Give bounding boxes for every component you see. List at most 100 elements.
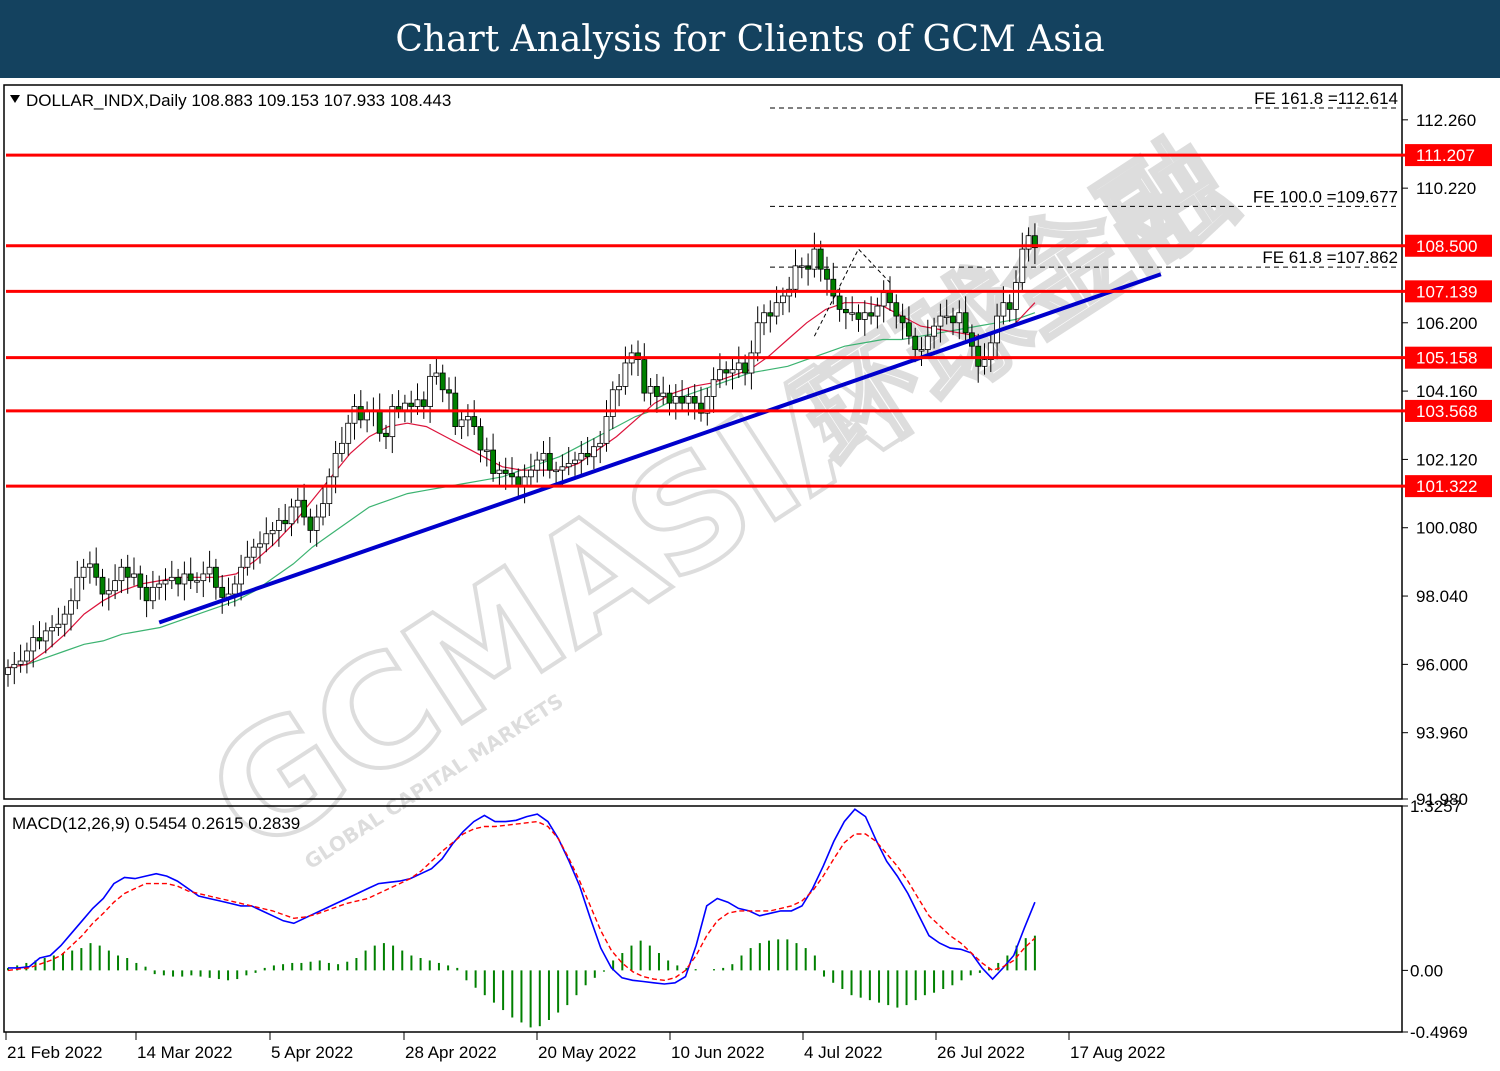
- candle-body: [5, 667, 11, 675]
- candle: [194, 572, 200, 594]
- candle: [672, 384, 679, 420]
- candle-body: [250, 546, 257, 558]
- candle: [61, 605, 68, 637]
- candle-body: [855, 312, 862, 320]
- candle: [156, 575, 163, 600]
- candle-body: [956, 312, 963, 324]
- y-tick-label: 98.040: [1416, 587, 1468, 606]
- candle: [206, 550, 213, 583]
- candle: [546, 436, 553, 479]
- candle-body: [660, 392, 667, 397]
- candle: [483, 437, 490, 467]
- candle: [427, 363, 434, 423]
- x-tick-label: 21 Feb 2022: [7, 1043, 102, 1062]
- candle-body: [906, 322, 912, 337]
- level-box: [1405, 475, 1492, 498]
- candle-body: [458, 419, 465, 427]
- y-tick-label: 102.120: [1416, 450, 1477, 469]
- candle: [943, 299, 950, 325]
- candle-body: [427, 375, 434, 407]
- fe-label: FE 61.8 =107.862: [1262, 248, 1398, 267]
- candle-body: [282, 519, 289, 525]
- candle: [735, 346, 742, 379]
- candle-body: [376, 409, 383, 434]
- candle: [591, 438, 597, 470]
- collapse-triangle-icon[interactable]: [10, 95, 20, 103]
- candle: [679, 380, 685, 412]
- candle-body: [780, 295, 786, 304]
- candle-body: [981, 359, 988, 367]
- candle-body: [105, 590, 112, 595]
- y-tick-label: 112.260: [1416, 111, 1476, 130]
- candle: [471, 400, 478, 435]
- candle-body: [597, 442, 604, 448]
- candle-body: [591, 446, 597, 458]
- level-box: [1405, 399, 1492, 422]
- candle-body: [206, 566, 213, 575]
- candle-body: [899, 315, 906, 324]
- candle-body: [685, 396, 692, 404]
- candle: [345, 414, 352, 456]
- candle: [843, 296, 849, 330]
- candle: [502, 457, 509, 490]
- candle: [918, 337, 925, 366]
- candle-body: [962, 312, 969, 334]
- candle-body: [742, 362, 748, 374]
- candle-body: [1000, 302, 1007, 317]
- candle-body: [704, 396, 711, 414]
- candle: [11, 651, 18, 685]
- candle-body: [61, 613, 68, 625]
- candle: [805, 253, 811, 286]
- signal-line: [7, 820, 1036, 982]
- candle: [962, 296, 969, 342]
- candle-body: [74, 576, 81, 602]
- candle: [628, 344, 635, 376]
- level-box: [1405, 346, 1492, 369]
- candle: [452, 376, 459, 435]
- candle: [553, 461, 559, 483]
- candle-body: [464, 416, 471, 421]
- candle-body: [647, 386, 654, 394]
- candle: [433, 356, 440, 385]
- candle-body: [181, 573, 188, 585]
- candle: [42, 622, 49, 654]
- candle: [383, 424, 389, 450]
- level-label: 101.322: [1416, 477, 1477, 496]
- candle-body: [168, 576, 175, 582]
- candle-body: [294, 499, 301, 508]
- candle-body: [36, 637, 43, 642]
- candle-body: [761, 312, 767, 324]
- candle: [691, 384, 698, 420]
- candle: [162, 568, 169, 601]
- candle: [729, 357, 736, 390]
- candle: [597, 430, 604, 464]
- candle-body: [893, 302, 900, 317]
- candle-body: [231, 583, 238, 595]
- candle: [1019, 232, 1026, 291]
- candle-body: [395, 406, 402, 411]
- candle: [956, 300, 963, 340]
- candle: [704, 388, 711, 426]
- candle: [364, 401, 371, 433]
- candle-body: [540, 452, 547, 461]
- candle-body: [351, 406, 358, 424]
- candle: [572, 451, 578, 476]
- candle-body: [880, 292, 887, 307]
- candle-body: [162, 580, 169, 585]
- candle: [401, 394, 408, 423]
- candle: [584, 436, 591, 466]
- candle: [660, 376, 667, 405]
- candle-body: [118, 566, 125, 582]
- candle-body: [156, 583, 163, 588]
- candle-body: [326, 476, 333, 505]
- candle-body: [313, 516, 320, 531]
- candle-body: [80, 566, 87, 578]
- candle: [187, 557, 194, 590]
- candle-body: [383, 432, 389, 438]
- level-box: [1405, 234, 1492, 257]
- candle: [269, 522, 276, 547]
- candle-body: [641, 359, 648, 394]
- candle: [23, 642, 30, 674]
- candle-body: [528, 469, 534, 478]
- candle-body: [483, 449, 490, 452]
